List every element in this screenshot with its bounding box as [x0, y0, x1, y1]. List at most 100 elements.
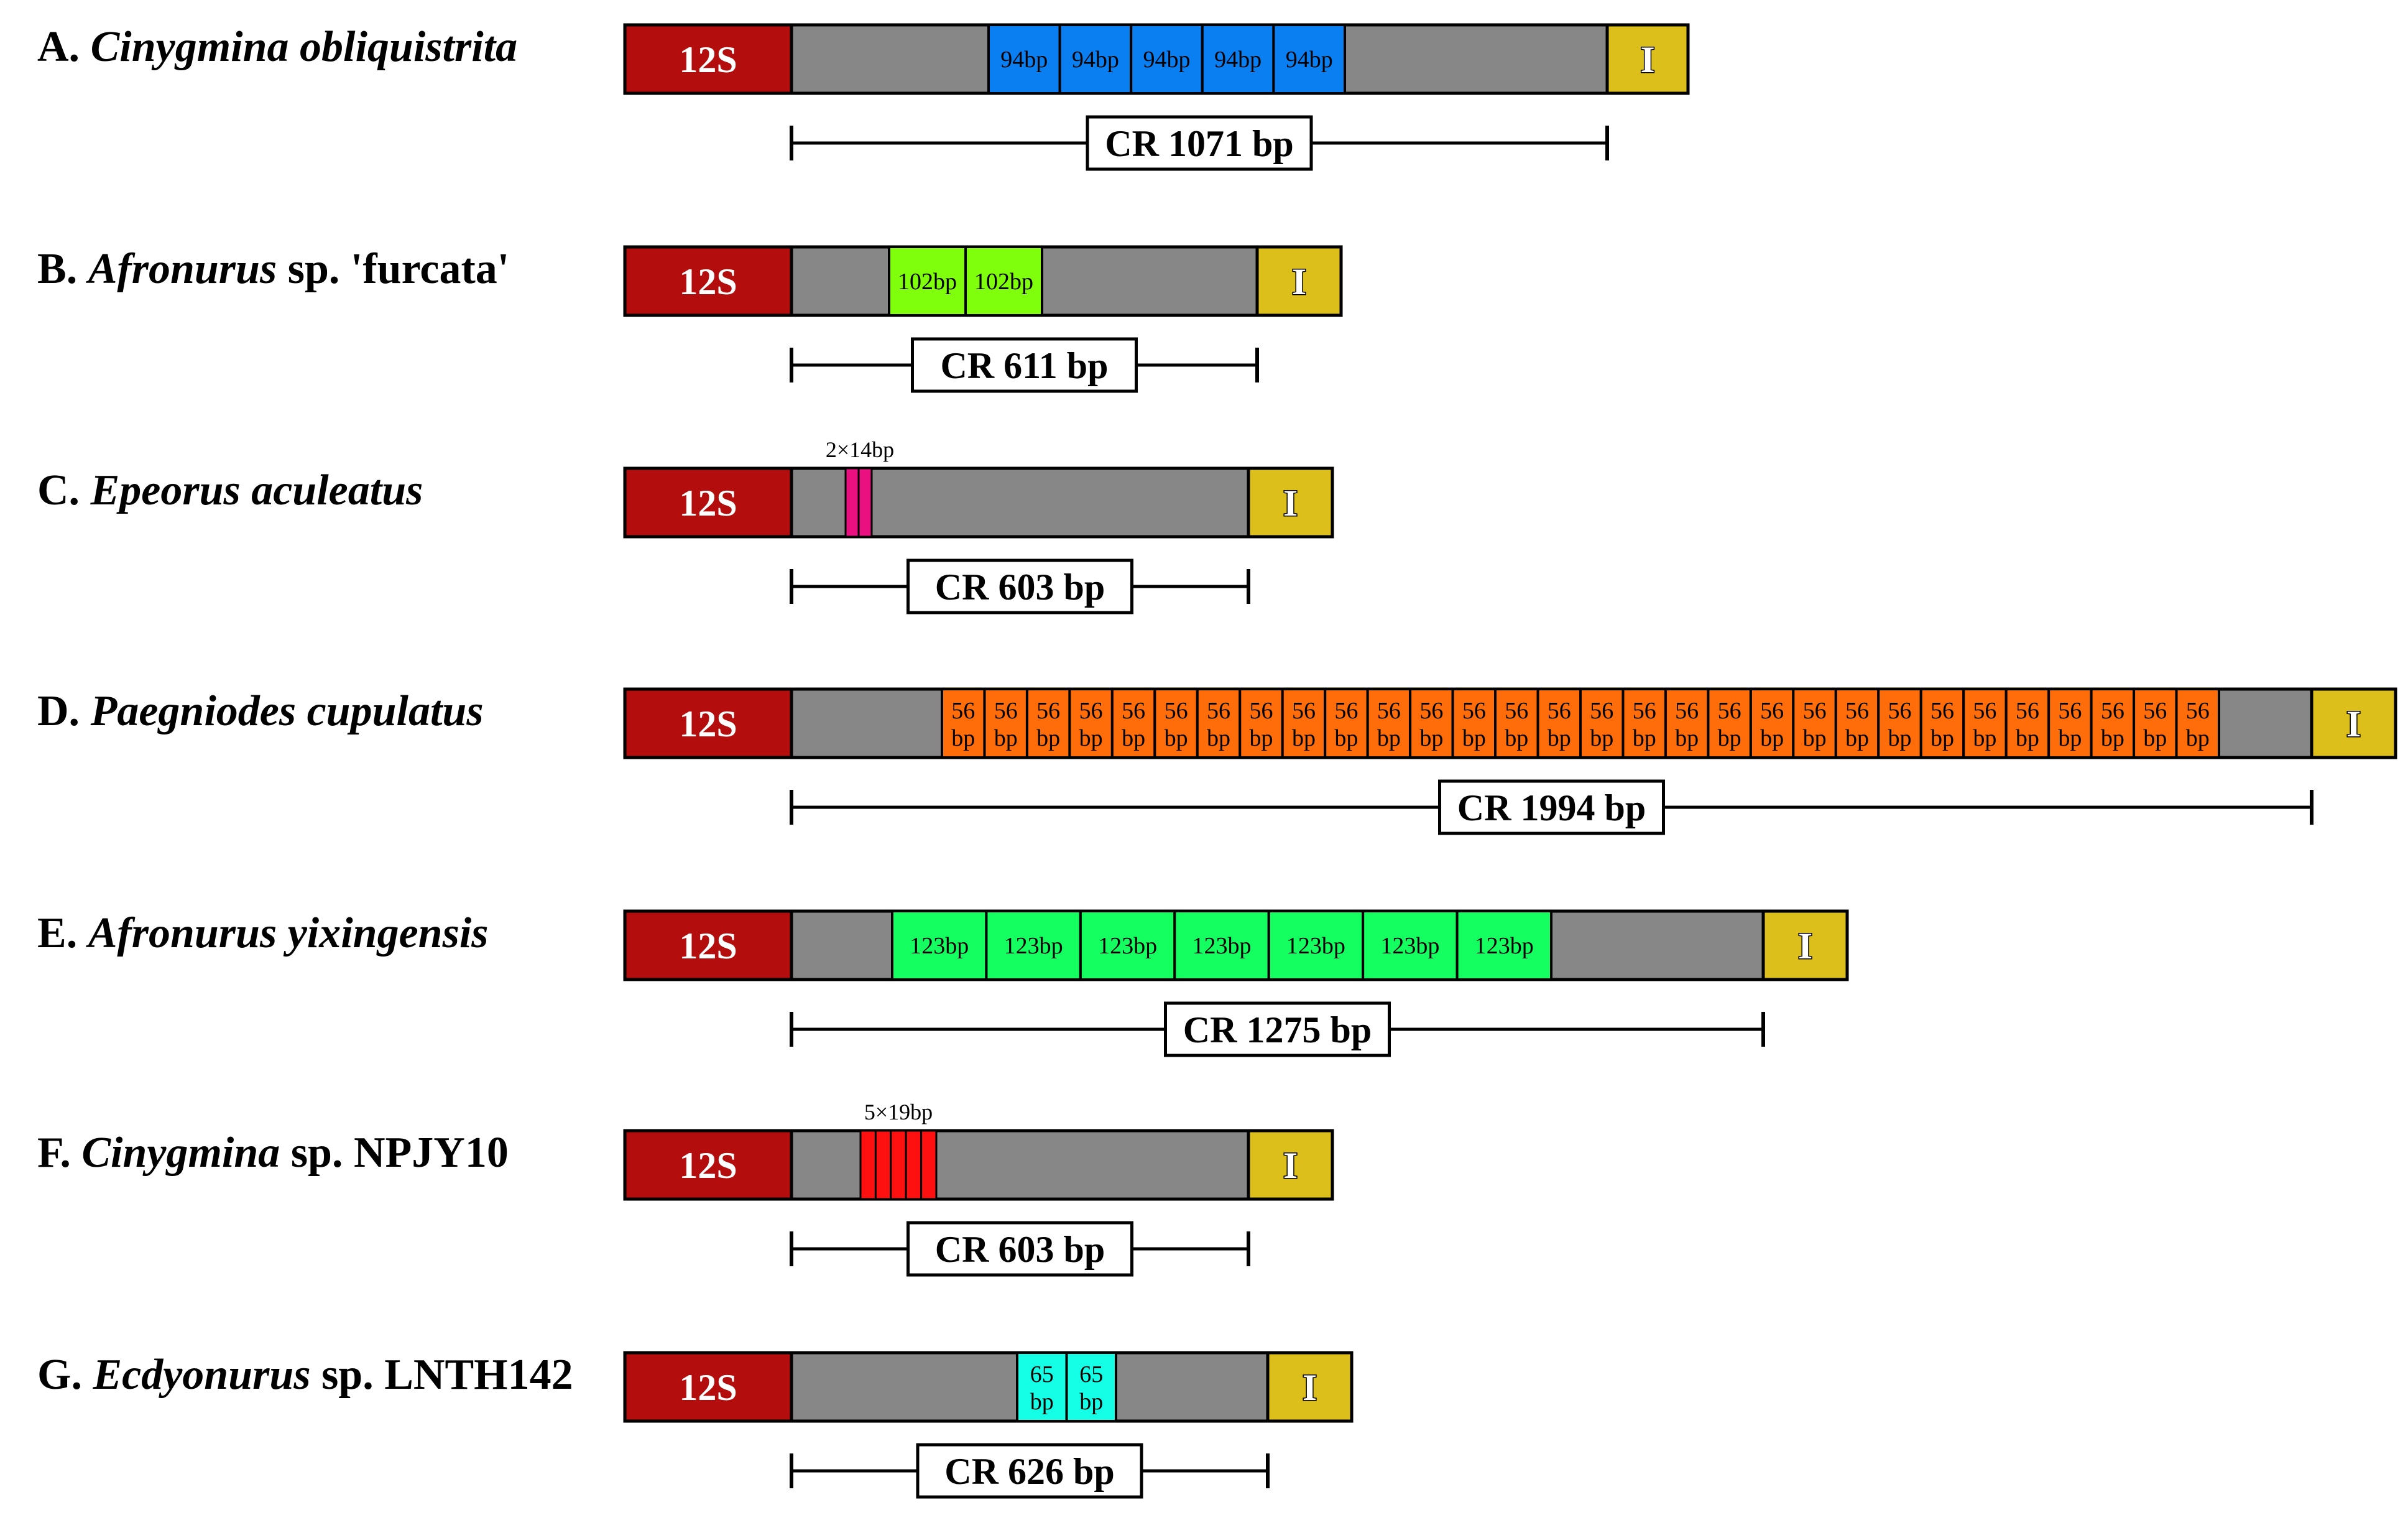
cr-length-label: CR 611 bp — [940, 345, 1108, 386]
repeat-unit-label: 56 — [2058, 698, 2082, 724]
species-suffix: sp. LNTH142 — [311, 1351, 573, 1399]
repeat-unit-label: 56 — [2101, 698, 2124, 724]
repeat-unit-label: bp — [1030, 1389, 1054, 1415]
species-label: G. Ecdyonurus sp. LNTH142 — [37, 1351, 573, 1399]
rrna-12s-block — [623, 1129, 793, 1201]
repeat-unit-label: bp — [1079, 725, 1103, 751]
repeat-unit-label: bp — [1292, 725, 1316, 751]
repeat-unit — [1201, 24, 1275, 95]
repeat-unit-label: 56 — [1505, 698, 1528, 724]
genus-name: Cinygmina — [81, 1129, 280, 1177]
repeat-unit-label: 123bp — [910, 933, 969, 959]
repeat-unit — [844, 467, 860, 538]
repeat-unit — [1579, 688, 1625, 759]
repeat-unit-label: bp — [2101, 725, 2124, 751]
trna-ile-block — [1605, 23, 1690, 95]
cr-length-box — [1086, 115, 1313, 171]
cr-length-label: CR 603 bp — [935, 1229, 1105, 1270]
trna-ile-block — [1761, 909, 1849, 981]
repeat-unit — [2004, 688, 2050, 759]
trna-ile-label: I — [1303, 1367, 1317, 1408]
species-label: A. Cinygmina obliquistrita — [37, 23, 517, 71]
repeat-unit-label: 65 — [1030, 1361, 1054, 1388]
cr-length-label: CR 1994 bp — [1457, 787, 1646, 828]
trna-ile-block — [1266, 1351, 1354, 1423]
species-epithet: cupulatus — [296, 687, 484, 735]
genus-name: Epeorus — [90, 466, 241, 514]
repeat-unit-label: 56 — [2143, 698, 2167, 724]
repeat-unit-label: 94bp — [1072, 47, 1119, 73]
trna-ile-block — [1247, 1129, 1334, 1201]
row-letter: D. — [37, 687, 91, 735]
rrna-12s-label: 12S — [679, 1367, 737, 1408]
repeat-unit-label: 56 — [1079, 698, 1103, 724]
repeat-unit — [1455, 910, 1553, 981]
cr-length-box — [906, 558, 1133, 614]
species-label: B. Afronurus sp. 'furcata' — [37, 245, 509, 293]
repeat-unit-label: bp — [1079, 1389, 1103, 1415]
row-letter: B. — [37, 245, 88, 293]
repeat-unit — [1324, 688, 1369, 759]
repeat-unit-label: 123bp — [1380, 933, 1439, 959]
rrna-12s-label: 12S — [679, 483, 737, 524]
species-row: E. Afronurus yixingensis 123bp 123bp 123bp 1… — [37, 909, 1849, 1057]
repeat-unit-label: 94bp — [1286, 47, 1333, 73]
repeat-unit — [1267, 910, 1365, 981]
repeat-unit — [874, 1129, 892, 1200]
repeat-unit-label: 123bp — [1192, 933, 1252, 959]
repeat-unit-label: 56 — [1590, 698, 1613, 724]
repeat-unit-label: bp — [1548, 725, 1571, 751]
species-suffix: sp. 'furcata' — [277, 245, 509, 293]
rrna-12s-block — [623, 687, 793, 759]
repeat-unit-label: bp — [1207, 725, 1230, 751]
repeat-unit-label: bp — [1122, 725, 1145, 751]
repeat-unit — [1362, 910, 1459, 981]
repeat-unit-label: bp — [951, 725, 975, 751]
repeat-unit-label: bp — [1334, 725, 1358, 751]
repeat-unit-label: 123bp — [1098, 933, 1157, 959]
row-letter: A. — [37, 23, 91, 71]
rrna-12s-block — [623, 466, 793, 539]
repeat-unit-label: 123bp — [1286, 933, 1345, 959]
repeat-unit-label: bp — [1760, 725, 1784, 751]
repeat-note: 5×19bp — [864, 1100, 933, 1124]
genus-name: Paegniodes — [90, 687, 297, 735]
rrna-12s-label: 12S — [679, 1145, 737, 1186]
species-suffix: sp. NPJY10 — [280, 1129, 509, 1177]
repeat-unit-label: 56 — [1931, 698, 1954, 724]
genus-name: Afronurus — [86, 245, 277, 293]
cr-length-box — [906, 1221, 1133, 1277]
repeat-unit — [2047, 688, 2093, 759]
rrna-12s-label: 12S — [679, 925, 737, 966]
species-label: D. Paegniodes cupulatus — [37, 687, 484, 735]
rrna-12s-label: 12S — [679, 261, 737, 302]
repeat-unit-label: 56 — [2016, 698, 2039, 724]
species-row: D. Paegniodes cupulatus 56bp56bp56bp56bp5… — [37, 687, 2397, 835]
repeat-unit-label: bp — [1462, 725, 1486, 751]
cr-length-label: CR 1275 bp — [1183, 1009, 1372, 1050]
species-label: F. Cinygmina sp. NPJY10 — [37, 1129, 509, 1177]
repeat-unit-label: 56 — [1803, 698, 1827, 724]
repeat-unit-label: 123bp — [1004, 933, 1063, 959]
species-row: A. Cinygmina obliquistrita 94bp 94bp 94bp 94… — [37, 23, 1690, 171]
trna-ile-block — [1255, 245, 1343, 317]
repeat-unit-label: 56 — [1334, 698, 1358, 724]
repeat-unit-label: 56 — [1548, 698, 1571, 724]
genus-name: Ecdyonurus — [92, 1351, 310, 1399]
repeat-unit-label: 56 — [1760, 698, 1784, 724]
repeat-unit-label: bp — [1165, 725, 1188, 751]
rrna-12s-label: 12S — [679, 39, 737, 80]
repeat-unit-label: 56 — [994, 698, 1018, 724]
repeat-unit-label: 56 — [1973, 698, 1996, 724]
repeat-unit-label: 94bp — [1214, 47, 1262, 73]
repeat-unit — [987, 24, 1061, 95]
repeat-unit-label: 56 — [1675, 698, 1699, 724]
repeat-unit-label: bp — [2143, 725, 2167, 751]
cr-length-label: CR 1071 bp — [1105, 123, 1293, 164]
repeat-unit — [1877, 688, 1922, 759]
repeat-unit-label: bp — [1803, 725, 1827, 751]
trna-ile-label: I — [1798, 925, 1812, 966]
species-row: C. Epeorus aculeatus 2×14bp 12S I CR 603 bp — [37, 437, 1334, 614]
repeat-unit-label: bp — [1718, 725, 1741, 751]
